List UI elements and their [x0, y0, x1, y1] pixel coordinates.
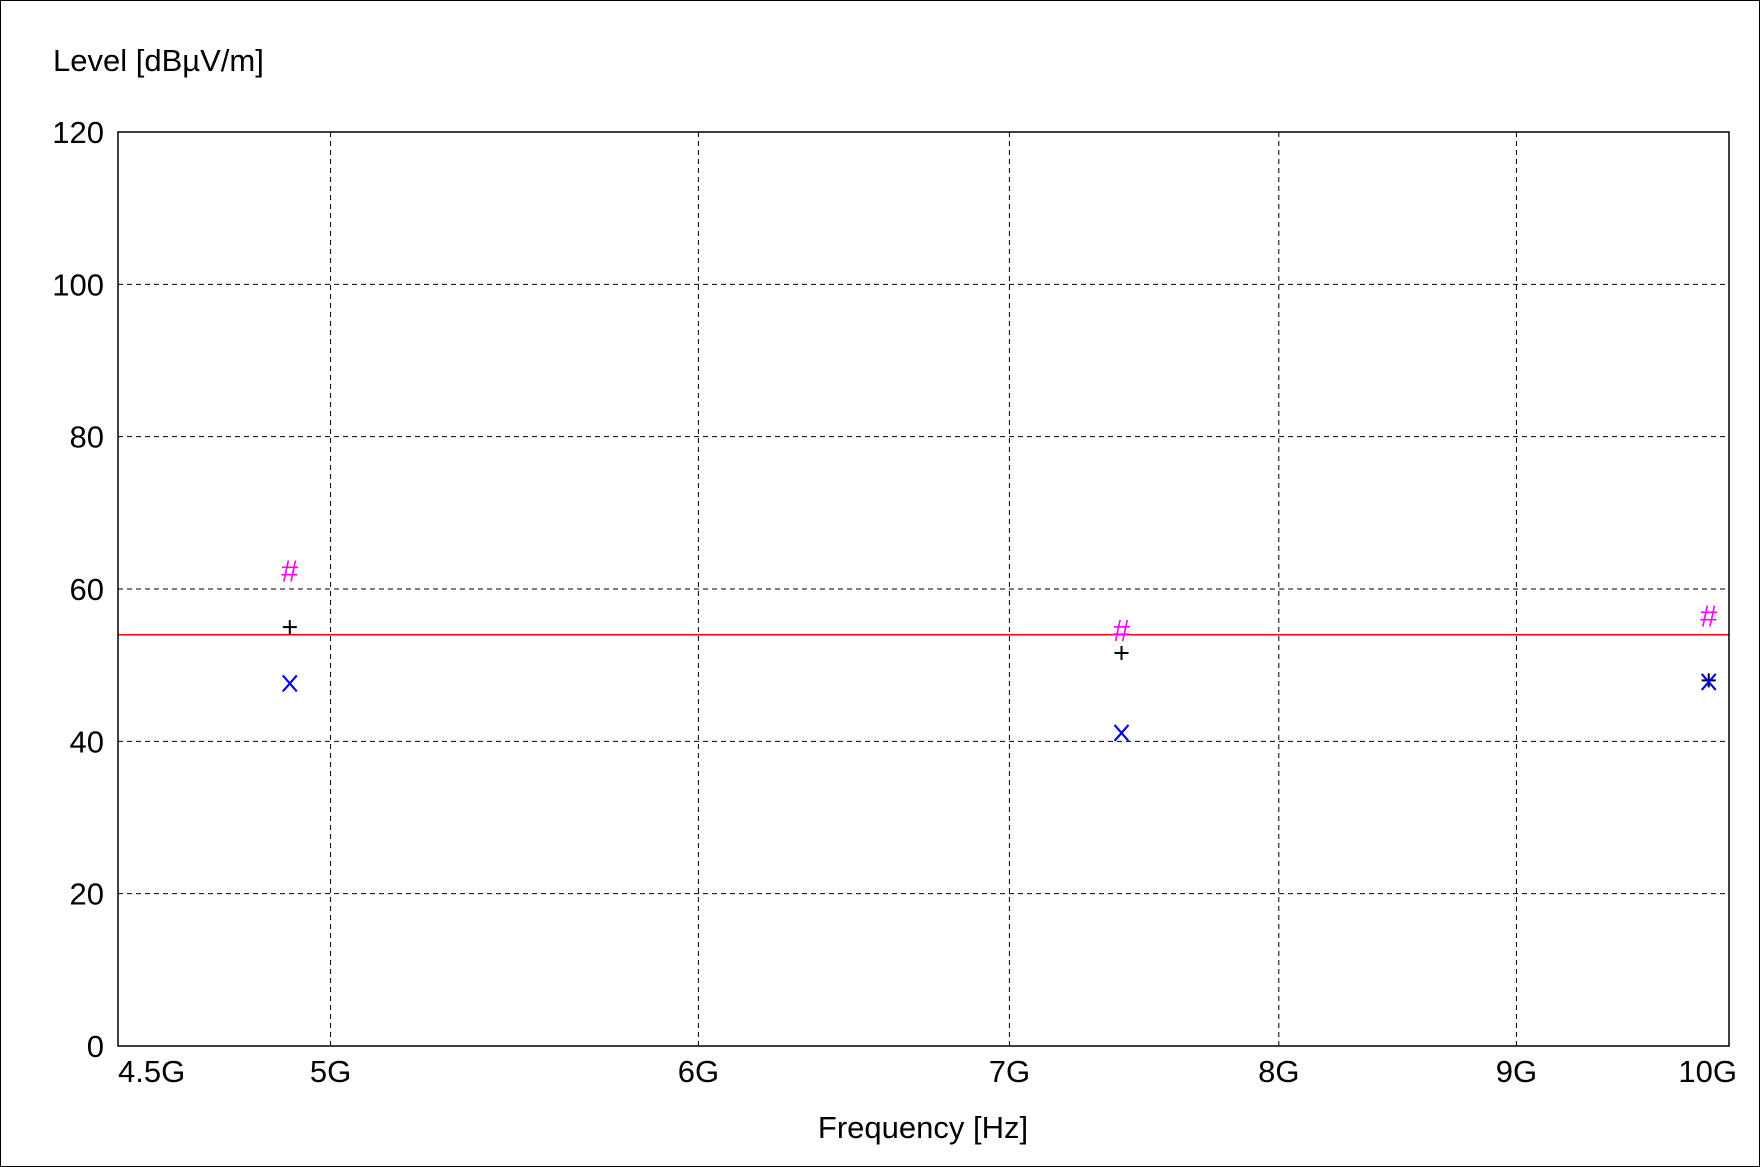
- x-tick-label: 10G: [1678, 1054, 1737, 1089]
- data-markers: # # #: [281, 554, 1718, 742]
- hash-marker: #: [281, 554, 299, 589]
- y-tick-label: 0: [87, 1029, 104, 1064]
- hash-marker: #: [1113, 613, 1131, 648]
- y-tick-label: 60: [70, 572, 104, 607]
- x-tick-label: 7G: [989, 1054, 1030, 1089]
- plus-marker: [282, 620, 297, 635]
- y-tick-label: 40: [70, 724, 104, 759]
- x-marker: [281, 674, 298, 693]
- y-tick-label: 120: [52, 115, 104, 150]
- x-axis-ticks: 4.5G 5G 6G 7G 8G 9G 10G: [118, 1054, 1737, 1089]
- x-tick-label: 9G: [1496, 1054, 1537, 1089]
- hash-marker: #: [1700, 599, 1718, 634]
- x-tick-label: 5G: [310, 1054, 351, 1089]
- x-axis-label: Frequency [Hz]: [818, 1110, 1028, 1145]
- plot-area-border: [117, 131, 1730, 1047]
- x-tick-label: 8G: [1258, 1054, 1299, 1089]
- x-tick-label: 6G: [678, 1054, 719, 1089]
- plus-marker: [1114, 645, 1129, 660]
- y-axis-label: Level [dBµV/m]: [53, 43, 264, 78]
- y-tick-label: 80: [70, 420, 104, 455]
- y-tick-label: 100: [52, 267, 104, 302]
- x-tick-label: 4.5G: [118, 1054, 185, 1089]
- grid-lines: [118, 132, 1729, 1046]
- x-marker: [1700, 673, 1717, 691]
- x-marker: [1113, 724, 1130, 742]
- y-axis-ticks: 0 20 40 60 80 100 120: [52, 115, 104, 1064]
- y-tick-label: 20: [70, 877, 104, 912]
